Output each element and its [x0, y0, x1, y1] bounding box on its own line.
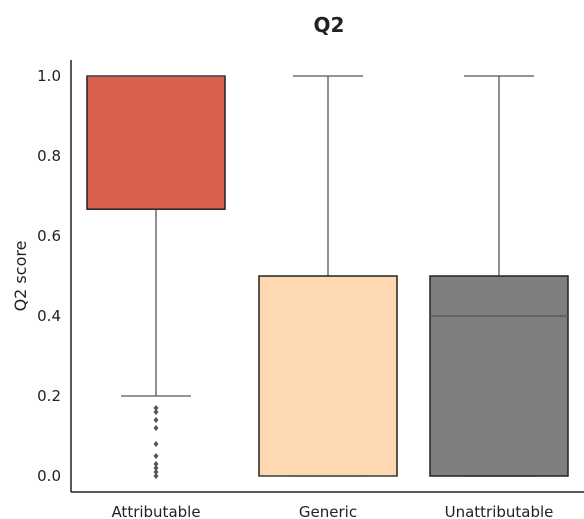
outlier-point	[153, 453, 159, 459]
outlier-point	[153, 405, 159, 411]
outlier-point	[153, 409, 159, 415]
box-attributable	[86, 75, 226, 210]
chart-title: Q2	[314, 13, 345, 37]
y-tick-label: 0.4	[37, 307, 61, 325]
outlier-point	[153, 469, 159, 475]
x-tick-label: Unattributable	[445, 503, 554, 519]
y-axis-label: Q2 score	[11, 241, 30, 312]
box-unattributable	[429, 275, 569, 477]
y-tick-label: 0.8	[37, 147, 61, 165]
box-generic	[258, 275, 398, 477]
outlier-point	[153, 417, 159, 423]
plot-area: 0.0 0.2 0.4 0.6 0.8 1.0 Attributable Generic Una…	[37, 60, 584, 519]
y-tick-label: 0.6	[37, 227, 61, 245]
outlier-point	[153, 425, 159, 431]
outlier-point	[153, 473, 159, 479]
outlier-point	[153, 465, 159, 471]
y-tick-label: 0.2	[37, 387, 61, 405]
y-tick-label: 0.0	[37, 467, 61, 485]
y-tick-label: 1.0	[37, 67, 61, 85]
outlier-point	[153, 461, 159, 467]
x-tick-label: Attributable	[111, 503, 200, 519]
x-tick-label: Generic	[299, 503, 357, 519]
outlier-point	[153, 441, 159, 447]
